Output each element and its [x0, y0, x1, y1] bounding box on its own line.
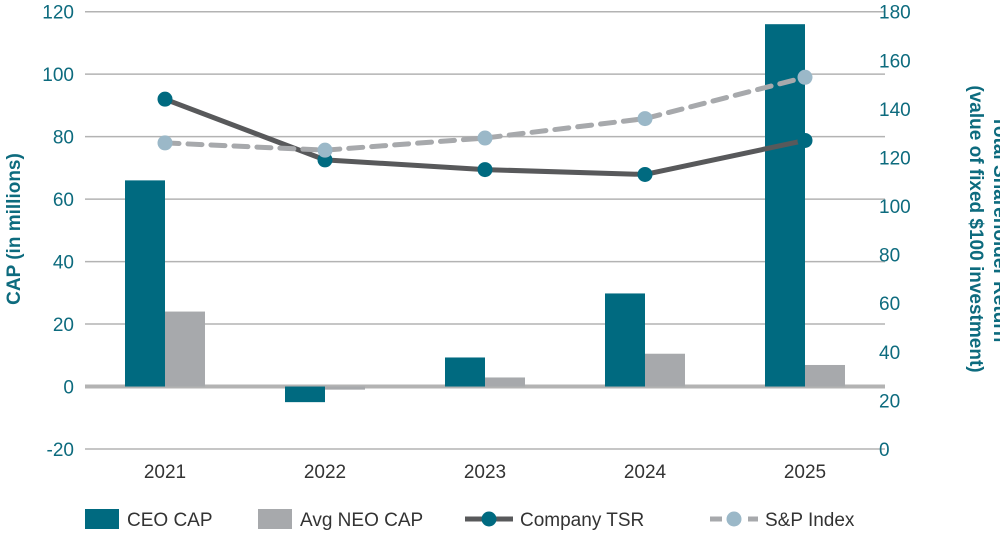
right-tick-label: 120: [879, 148, 911, 169]
point-s-p-index: [637, 111, 653, 127]
right-axis-ticks: 0 20 40 60 80 100 120 140 160 180: [879, 3, 911, 461]
bar-ceo-cap: [125, 180, 165, 387]
left-tick-label: 80: [53, 128, 74, 149]
right-tick-label: 40: [879, 343, 900, 364]
point-s-p-index: [157, 135, 173, 151]
point-s-p-index: [477, 130, 493, 146]
right-tick-label: 0: [879, 440, 890, 461]
bar-avg-neo-cap: [645, 353, 685, 387]
legend-label: CEO CAP: [127, 510, 213, 531]
right-tick-label: 100: [879, 197, 911, 218]
point-company-tsr: [637, 166, 653, 182]
left-tick-label: 40: [53, 253, 74, 274]
bar-avg-neo-cap: [165, 311, 205, 387]
right-tick-label: 180: [879, 3, 911, 24]
left-tick-label: 0: [63, 378, 74, 399]
legend-marker: [481, 511, 497, 527]
left-tick-label: 60: [53, 190, 74, 211]
right-tick-label: 140: [879, 100, 911, 121]
left-axis-title: CAP (in millions): [4, 153, 25, 305]
bars: [125, 24, 845, 403]
x-axis-ticks: 2021 2022 2023 2024 2025: [144, 462, 826, 483]
left-axis-ticks: -20 0 20 40 60 80 100 120: [42, 3, 74, 461]
x-tick-label: 2022: [304, 462, 346, 483]
legend: CEO CAP Avg NEO CAP Company TSR S&P Index: [85, 509, 855, 531]
bar-avg-neo-cap: [485, 377, 525, 387]
point-company-tsr: [157, 91, 173, 107]
left-tick-label: 120: [42, 3, 74, 24]
bar-ceo-cap: [285, 386, 325, 403]
left-tick-label: 100: [42, 65, 74, 86]
right-tick-label: 60: [879, 294, 900, 315]
point-s-p-index: [797, 69, 813, 85]
right-tick-label: 20: [879, 391, 900, 412]
legend-swatch: [258, 509, 292, 529]
left-tick-label: -20: [47, 440, 74, 461]
x-tick-label: 2025: [784, 462, 826, 483]
bar-ceo-cap: [605, 293, 645, 387]
x-tick-label: 2024: [624, 462, 667, 483]
legend-label: Company TSR: [520, 510, 644, 531]
lines: [157, 69, 813, 182]
x-tick-label: 2021: [144, 462, 186, 483]
legend-marker: [726, 511, 742, 527]
legend-swatch: [85, 509, 119, 529]
right-axis-title-line2: (value of fixed $100 investment): [965, 85, 986, 372]
bar-avg-neo-cap: [325, 386, 365, 390]
point-company-tsr: [477, 162, 493, 178]
right-axis-title-line1: Total Shareholder Return: [989, 116, 1000, 343]
x-tick-label: 2023: [464, 462, 506, 483]
bar-avg-neo-cap: [805, 364, 845, 387]
right-tick-label: 160: [879, 51, 911, 72]
bar-ceo-cap: [445, 357, 485, 387]
legend-label: Avg NEO CAP: [300, 510, 423, 531]
point-company-tsr: [797, 132, 813, 148]
point-s-p-index: [317, 142, 333, 158]
legend-label: S&P Index: [765, 510, 855, 531]
right-tick-label: 80: [879, 246, 900, 267]
left-tick-label: 20: [53, 315, 74, 336]
